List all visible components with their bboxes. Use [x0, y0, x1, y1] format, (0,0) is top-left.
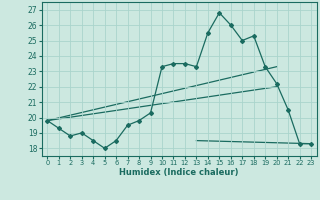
X-axis label: Humidex (Indice chaleur): Humidex (Indice chaleur) — [119, 168, 239, 177]
